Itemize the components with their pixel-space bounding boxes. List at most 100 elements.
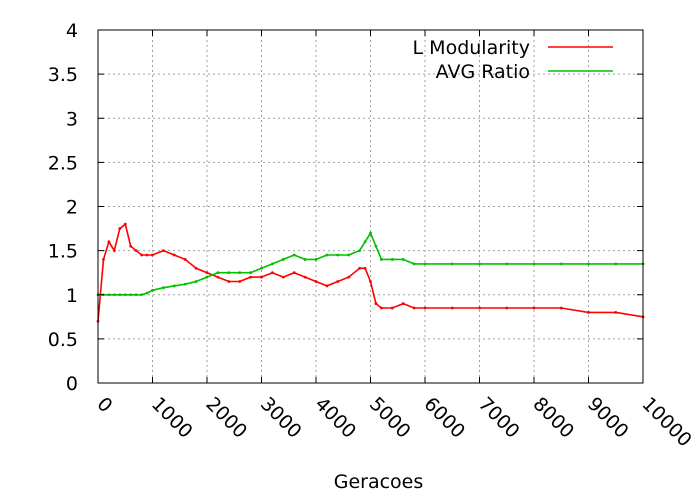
data-point: [380, 258, 383, 261]
data-point: [374, 302, 378, 305]
data-point: [183, 282, 187, 286]
data-point: [194, 266, 198, 270]
data-point: [281, 258, 285, 261]
data-point: [107, 240, 111, 244]
data-point: [401, 258, 405, 261]
data-point: [227, 280, 231, 283]
data-point: [134, 249, 138, 253]
data-point: [227, 271, 231, 275]
series-line-avg-ratio: [98, 231, 643, 296]
data-point: [614, 311, 618, 314]
data-point: [118, 227, 122, 230]
data-point: [559, 262, 563, 266]
data-point: [390, 306, 394, 310]
data-point: [363, 240, 367, 244]
data-point: [151, 253, 154, 257]
y-tick-label: 0.5: [48, 329, 78, 351]
data-point: [380, 306, 383, 310]
data-point: [336, 253, 340, 257]
legend-label: AVG Ratio: [436, 61, 530, 83]
data-point: [292, 253, 296, 257]
legend-label: L Modularity: [413, 37, 530, 59]
x-axis-label: Geracoes: [334, 471, 424, 493]
data-point: [129, 293, 133, 297]
data-point: [205, 275, 209, 279]
data-point: [450, 262, 454, 266]
data-point: [412, 306, 416, 310]
data-point: [260, 275, 263, 279]
data-point: [358, 249, 361, 253]
data-point: [450, 306, 454, 310]
data-point: [140, 253, 144, 257]
data-point: [347, 275, 351, 279]
y-tick-label: 0: [66, 373, 78, 395]
data-point: [314, 258, 318, 261]
data-point: [123, 293, 127, 297]
y-tick-label: 4: [66, 20, 78, 42]
data-point: [587, 262, 590, 266]
data-point: [587, 311, 590, 314]
data-point: [369, 280, 372, 283]
data-point: [505, 262, 509, 266]
y-tick-label: 1.5: [48, 241, 78, 263]
data-point: [183, 258, 187, 261]
y-tick-label: 2.5: [48, 152, 78, 174]
data-point: [532, 262, 536, 266]
data-point: [118, 293, 122, 297]
data-point: [281, 275, 285, 279]
data-point: [478, 306, 481, 310]
data-point: [559, 306, 563, 310]
data-point: [249, 275, 253, 279]
data-point: [107, 293, 111, 297]
data-point: [325, 284, 329, 288]
data-point: [216, 271, 220, 275]
grid-lines: [98, 30, 643, 383]
data-point: [478, 262, 481, 266]
data-point: [112, 249, 116, 253]
data-point: [216, 275, 220, 279]
data-point: [260, 266, 263, 270]
data-point: [292, 271, 296, 275]
data-point: [172, 253, 176, 257]
data-point: [194, 280, 198, 283]
data-point: [102, 258, 105, 261]
data-point: [423, 306, 427, 310]
data-point: [162, 249, 165, 253]
data-point: [369, 231, 372, 235]
data-point: [336, 280, 340, 283]
data-point: [134, 293, 138, 297]
data-point: [390, 258, 394, 261]
data-point: [374, 244, 378, 248]
data-point: [162, 286, 165, 290]
series-line-l-modularity: [97, 222, 644, 322]
y-tick-label: 3.5: [48, 64, 78, 86]
data-point: [145, 291, 149, 295]
y-tick-label: 2: [66, 197, 78, 219]
data-point: [271, 271, 274, 275]
data-point: [205, 271, 209, 275]
y-tick-label: 3: [66, 108, 78, 130]
data-point: [172, 284, 176, 288]
data-point: [347, 253, 351, 257]
y-tick-label: 1: [66, 285, 78, 307]
data-point: [412, 262, 416, 266]
data-point: [401, 302, 405, 305]
data-point: [123, 222, 127, 226]
data-point: [614, 262, 618, 266]
y-axis: 0 0.5 1 1.5 2 2.5 3 3.5 4: [48, 20, 643, 395]
data-point: [532, 306, 536, 310]
data-point: [423, 262, 427, 266]
data-point: [363, 266, 367, 270]
data-point: [505, 306, 509, 310]
data-point: [303, 275, 307, 279]
data-point: [314, 280, 318, 283]
data-point: [249, 271, 253, 275]
data-point: [140, 293, 144, 297]
data-point: [129, 244, 133, 248]
data-point: [151, 288, 154, 292]
data-point: [238, 280, 242, 283]
series-layer: [96, 222, 645, 323]
